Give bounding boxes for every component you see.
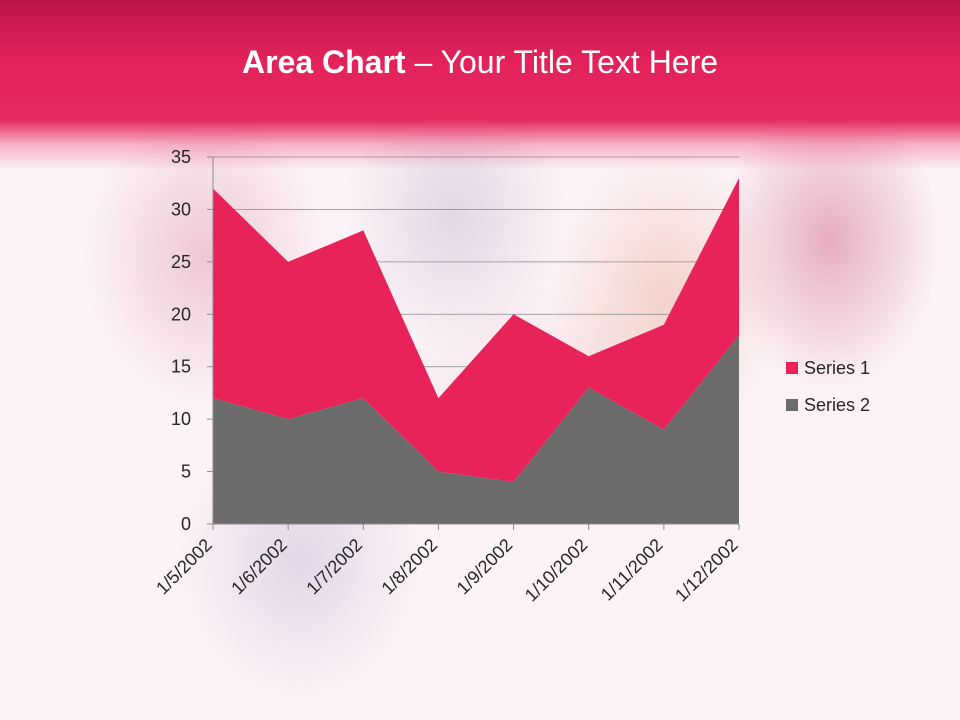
x-tick-label: 1/7/2002 [302, 535, 366, 599]
x-tick-label: 1/6/2002 [227, 535, 291, 599]
title-bar [0, 0, 960, 170]
y-tick-label: 10 [171, 409, 191, 429]
x-tick-label: 1/11/2002 [597, 535, 667, 605]
y-tick-label: 20 [171, 304, 191, 324]
legend-label: Series 1 [804, 358, 870, 378]
legend-label: Series 2 [804, 395, 870, 415]
slide-title: Area Chart – Your Title Text Here [0, 40, 960, 84]
title-rest: – Your Title Text Here [405, 44, 719, 80]
title-bold: Area Chart [241, 44, 406, 80]
y-tick-label: 5 [181, 462, 191, 482]
y-tick-label: 0 [181, 514, 191, 534]
y-tick-label: 25 [171, 252, 191, 272]
x-tick-label: 1/10/2002 [521, 535, 592, 606]
x-tick-label: 1/8/2002 [378, 535, 442, 599]
y-tick-label: 15 [171, 357, 191, 377]
y-tick-label: 35 [171, 147, 191, 167]
series-1-area [213, 177, 739, 483]
series-2-area [213, 335, 739, 524]
legend-swatch [786, 399, 798, 411]
y-tick-label: 30 [171, 199, 191, 219]
legend-swatch [786, 362, 798, 374]
x-tick-label: 1/9/2002 [453, 535, 517, 599]
x-tick-label: 1/5/2002 [152, 535, 216, 599]
x-tick-label: 1/12/2002 [671, 535, 742, 606]
